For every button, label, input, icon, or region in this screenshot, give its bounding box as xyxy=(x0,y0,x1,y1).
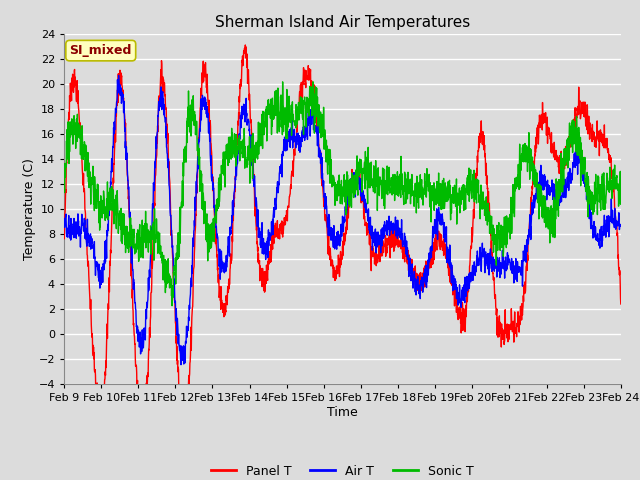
X-axis label: Time: Time xyxy=(327,406,358,419)
Title: Sherman Island Air Temperatures: Sherman Island Air Temperatures xyxy=(215,15,470,30)
Text: SI_mixed: SI_mixed xyxy=(70,44,132,57)
Legend: Panel T, Air T, Sonic T: Panel T, Air T, Sonic T xyxy=(206,460,479,480)
Y-axis label: Temperature (C): Temperature (C) xyxy=(22,158,36,260)
